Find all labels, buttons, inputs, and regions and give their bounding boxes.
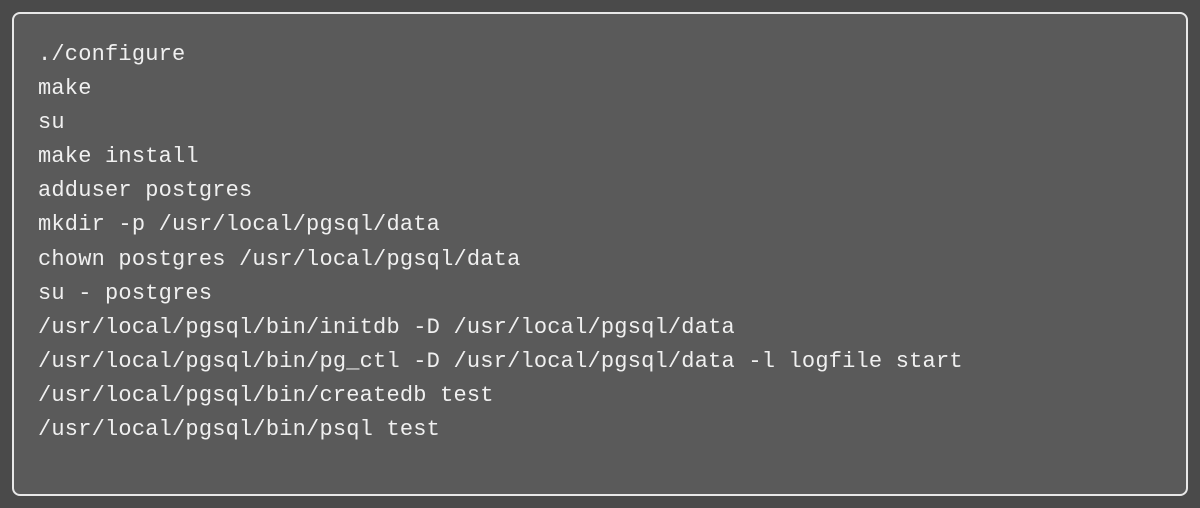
code-line: ./configure [38, 38, 1162, 72]
code-line: adduser postgres [38, 174, 1162, 208]
code-line: chown postgres /usr/local/pgsql/data [38, 243, 1162, 277]
code-line: mkdir -p /usr/local/pgsql/data [38, 208, 1162, 242]
code-line: /usr/local/pgsql/bin/psql test [38, 413, 1162, 447]
code-block: ./configure make su make install adduser… [12, 12, 1188, 496]
code-line: /usr/local/pgsql/bin/pg_ctl -D /usr/loca… [38, 345, 1162, 379]
code-line: su [38, 106, 1162, 140]
code-line: make install [38, 140, 1162, 174]
code-line: /usr/local/pgsql/bin/initdb -D /usr/loca… [38, 311, 1162, 345]
code-line: make [38, 72, 1162, 106]
code-line: su - postgres [38, 277, 1162, 311]
code-line: /usr/local/pgsql/bin/createdb test [38, 379, 1162, 413]
